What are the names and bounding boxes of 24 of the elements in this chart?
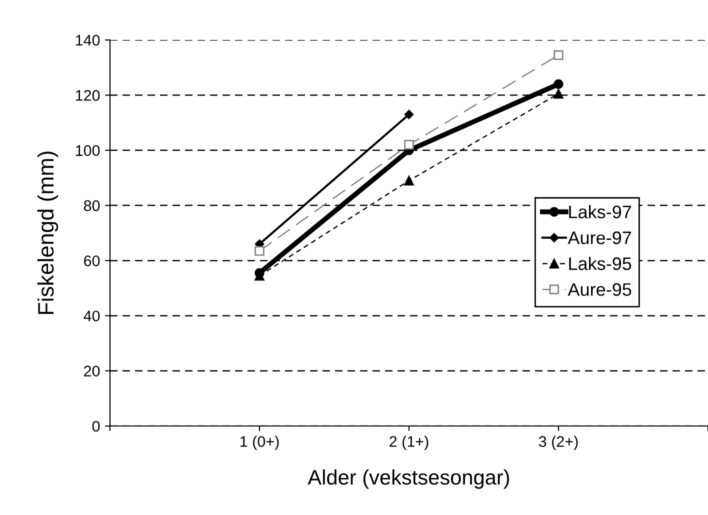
point (554, 88, 564, 99)
y-tick-label: 40 (84, 310, 100, 322)
legend-label: Aure-95 (568, 283, 632, 296)
y-tick-label: 120 (76, 90, 100, 101)
point (404, 110, 414, 120)
point (554, 79, 564, 89)
y-tick-label: 140 (76, 34, 100, 46)
point (404, 140, 414, 150)
legend-label: Laks-97 (569, 205, 632, 218)
x-tick-label: 2 (1+) (390, 436, 428, 450)
y-tick-label: 60 (84, 255, 100, 266)
y-tick-label: 80 (84, 200, 100, 212)
point (404, 176, 414, 186)
y-tick-label: 0 (92, 420, 100, 432)
legend-label: Laks-95 (569, 256, 632, 270)
x-tick-label: 3 (2+) (538, 436, 578, 450)
y-axis-title: Fiskelengd (mm) (37, 152, 58, 314)
point (254, 246, 264, 256)
x-tick-label: 1 (0+) (240, 436, 279, 450)
y-tick-label: 20 (84, 366, 100, 377)
y-tick-label: 100 (76, 145, 100, 156)
x-axis-title: Alder (vekstsesongar) (308, 469, 510, 489)
point (554, 50, 564, 60)
legend-label: Aure-97 (568, 231, 632, 244)
